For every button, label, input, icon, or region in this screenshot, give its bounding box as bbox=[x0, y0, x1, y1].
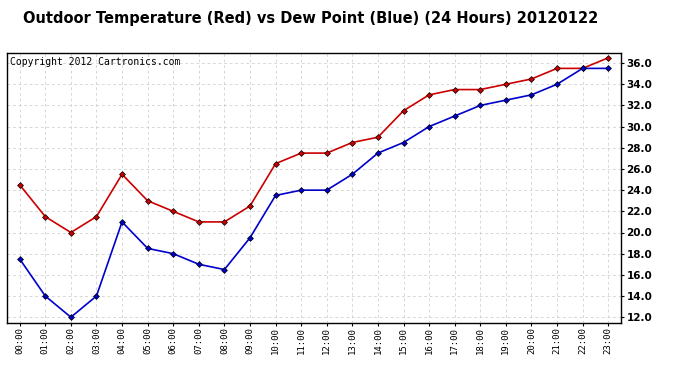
Text: Copyright 2012 Cartronics.com: Copyright 2012 Cartronics.com bbox=[10, 57, 180, 66]
Text: Outdoor Temperature (Red) vs Dew Point (Blue) (24 Hours) 20120122: Outdoor Temperature (Red) vs Dew Point (… bbox=[23, 11, 598, 26]
